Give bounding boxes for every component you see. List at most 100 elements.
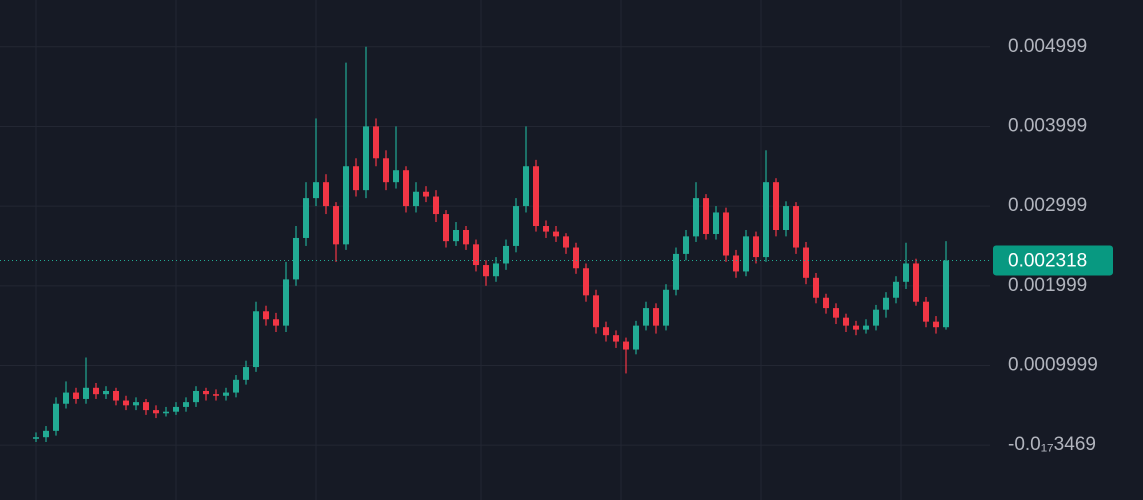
y-tick-label: 0.0009999: [1008, 355, 1098, 376]
candle-body: [53, 403, 59, 431]
time-grid: [35, 0, 902, 500]
candle-body: [873, 309, 879, 326]
candle-body: [513, 206, 519, 246]
candle-body: [613, 335, 619, 342]
candle-body: [793, 206, 799, 248]
y-tick-label: 0.004999: [1008, 36, 1087, 57]
candle-body: [823, 297, 829, 309]
candle-body: [143, 402, 149, 411]
candle-body: [603, 327, 609, 336]
candle-body: [903, 263, 909, 282]
candle-body: [273, 319, 279, 326]
candle-body: [863, 325, 869, 330]
last-price-badge: [993, 245, 1113, 276]
candle-body: [63, 392, 69, 404]
candle-body: [83, 387, 89, 399]
candle-body: [593, 295, 599, 328]
candle-body: [313, 182, 319, 199]
candle-body: [263, 311, 269, 320]
y-tick-label: 0.001999: [1008, 275, 1087, 296]
candle-body: [373, 126, 379, 159]
candle-body: [713, 212, 719, 234]
candle-body: [323, 182, 329, 207]
candle-body: [423, 191, 429, 197]
candle-body: [93, 387, 99, 395]
candle-body: [853, 325, 859, 330]
candle-body: [643, 308, 649, 326]
candle-body: [663, 289, 669, 326]
candle-body: [233, 379, 239, 393]
candle-body: [413, 191, 419, 207]
candle-body: [293, 237, 299, 280]
candle-body: [433, 196, 439, 215]
candle-body: [153, 410, 159, 414]
candle-body: [403, 170, 409, 207]
candle-body: [933, 321, 939, 328]
candle-body: [733, 255, 739, 272]
candle-body: [203, 390, 209, 395]
candle-body: [303, 198, 309, 238]
candle-body: [773, 182, 779, 230]
y-tick-label: 0.003999: [1008, 115, 1087, 136]
candle-body: [493, 263, 499, 277]
candle-body: [223, 392, 229, 396]
candle-body: [803, 247, 809, 278]
candle-body: [893, 281, 899, 298]
candle-body: [453, 229, 459, 242]
candle-body: [393, 170, 399, 183]
candle-body: [923, 301, 929, 322]
candle-body: [753, 236, 759, 258]
candle-body: [283, 279, 289, 326]
candle-body: [783, 206, 789, 230]
candle-body: [483, 265, 489, 277]
candle-body: [523, 166, 529, 207]
candle-body: [123, 400, 129, 406]
candle-body: [843, 317, 849, 326]
candle-body: [383, 158, 389, 183]
candle-body: [553, 231, 559, 237]
candle-body: [443, 214, 449, 242]
candle-body: [653, 308, 659, 326]
candle-body: [353, 166, 359, 191]
candle-body: [683, 236, 689, 254]
candle-body: [113, 390, 119, 401]
candle-body: [533, 166, 539, 227]
candle-body: [583, 268, 589, 296]
candle-body: [43, 430, 49, 438]
candle-body: [193, 390, 199, 403]
candle-body: [363, 126, 369, 191]
candle-body: [633, 325, 639, 350]
candle-body: [183, 402, 189, 407]
candle-body: [543, 226, 549, 232]
candle-body: [213, 394, 219, 396]
y-tick-label: 0.002999: [1008, 195, 1087, 216]
candle-body: [473, 244, 479, 266]
candle-body: [503, 245, 509, 264]
candle-body: [813, 277, 819, 298]
candle-body: [73, 392, 79, 399]
candle-body: [253, 311, 259, 368]
candle-body: [943, 260, 949, 328]
last-price-label: 0.002318: [1008, 250, 1087, 271]
candle-body: [243, 367, 249, 380]
candle-body: [883, 297, 889, 310]
candle-body: [343, 166, 349, 245]
candle-body: [133, 402, 139, 406]
candle-body: [173, 406, 179, 412]
candle-body: [913, 263, 919, 302]
candle-body: [463, 229, 469, 245]
candle-body: [723, 212, 729, 256]
candle-body: [563, 236, 569, 248]
candle-body: [743, 236, 749, 272]
candle-body: [163, 411, 169, 414]
candle-body: [333, 206, 339, 245]
candle-body: [763, 182, 769, 258]
candle-body: [833, 308, 839, 318]
candle-body: [673, 253, 679, 290]
candle-body: [703, 198, 709, 234]
candle-body: [103, 390, 109, 395]
candle-body: [623, 341, 629, 350]
